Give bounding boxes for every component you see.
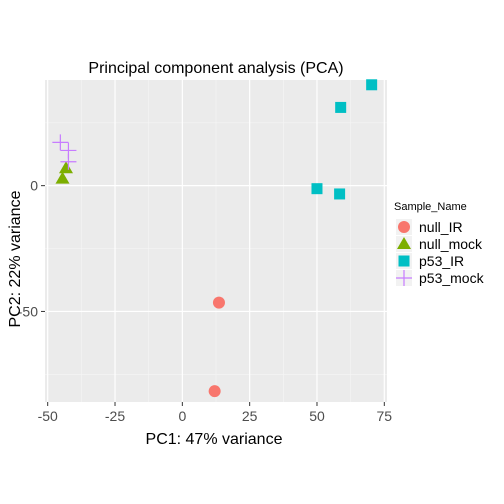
x-axis-title: PC1: 47% variance: [146, 431, 283, 448]
point-p53-IR: [334, 188, 346, 200]
y-axis-title: PC2: 22% variance: [7, 190, 24, 327]
axes: -50 -25 0 25 50 75 -50 0: [18, 178, 393, 424]
y-tick-label: 0: [30, 178, 38, 194]
legend-label: null_mock: [419, 236, 483, 252]
x-tick-label: -50: [38, 408, 58, 424]
legend-p53-IR-marker: [398, 255, 410, 267]
legend-null-IR-marker: [398, 221, 410, 233]
point-null-IR: [212, 296, 225, 309]
point-null-mock: [55, 171, 70, 184]
x-tick-label: 0: [178, 408, 186, 424]
legend-title: Sample_Name: [394, 201, 467, 213]
x-tick-label: 75: [377, 408, 393, 424]
legend-null-mock-marker: [397, 237, 411, 249]
point-p53-IR: [335, 101, 347, 113]
point-p53-IR: [311, 183, 323, 195]
point-p53-mock: [60, 153, 77, 170]
x-tick-label: 50: [309, 408, 325, 424]
point-p53-IR: [366, 79, 378, 91]
x-tick-label: -25: [105, 408, 125, 424]
legend-label: p53_IR: [419, 253, 464, 269]
legend-label: p53_mock: [419, 270, 485, 286]
major-grid: [45, 80, 387, 402]
data-points: [52, 79, 378, 398]
point-p53-mock: [52, 134, 69, 151]
point-null-mock: [59, 161, 74, 174]
y-tick-label: -50: [18, 303, 38, 319]
legend: Sample_Name null_IRnull_mockp53_IRp53_mo…: [394, 201, 485, 286]
minor-grid: [45, 80, 387, 402]
point-null-IR: [208, 385, 221, 398]
chart-title: Principal component analysis (PCA): [88, 60, 343, 77]
legend-label: null_IR: [419, 219, 463, 235]
legend-p53-mock-marker: [396, 270, 412, 286]
x-tick-label: 25: [242, 408, 258, 424]
